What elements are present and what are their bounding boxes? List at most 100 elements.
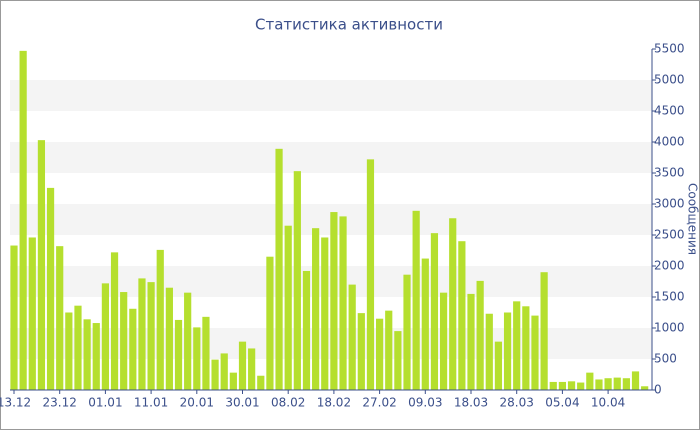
bar	[248, 348, 256, 390]
bar	[449, 218, 457, 390]
bar	[394, 331, 402, 390]
bar	[238, 341, 247, 390]
bar	[430, 233, 439, 390]
bar	[385, 310, 393, 390]
x-tick-label: 05.04	[545, 396, 579, 410]
bar	[595, 379, 603, 390]
bar	[220, 353, 228, 390]
bar	[184, 292, 192, 390]
y-tick-label: 1000	[654, 321, 685, 335]
bar	[567, 381, 576, 390]
grid-band	[10, 142, 652, 173]
x-tick-label: 23.12	[43, 396, 77, 410]
x-tick-label: 10.04	[591, 396, 625, 410]
bar	[439, 292, 448, 390]
bar	[83, 319, 91, 390]
bar	[120, 292, 128, 390]
bar	[46, 187, 55, 390]
bar	[92, 323, 100, 390]
bar	[513, 301, 521, 390]
chart-title: Статистика активности	[255, 16, 443, 34]
x-tick-label: 28.03	[500, 396, 534, 410]
x-tick-label: 20.01	[180, 396, 214, 410]
y-tick-label: 1500	[654, 290, 685, 304]
bar	[540, 272, 548, 390]
grid-band	[10, 80, 652, 111]
bar	[37, 140, 46, 390]
bar	[129, 308, 137, 390]
bar	[293, 171, 301, 390]
bar	[421, 258, 429, 390]
bar	[403, 274, 411, 390]
y-tick-label: 5500	[654, 42, 685, 56]
x-tick-label: 13.12	[0, 396, 31, 410]
bar	[330, 212, 338, 390]
bar	[266, 256, 274, 390]
bar	[503, 312, 512, 390]
bar	[476, 280, 484, 390]
bar	[613, 377, 621, 390]
bar	[10, 245, 18, 390]
bar	[165, 287, 173, 390]
bar	[302, 270, 311, 390]
bar	[348, 284, 356, 390]
bar	[631, 371, 640, 390]
bar	[229, 372, 237, 390]
bar	[257, 375, 265, 390]
bar	[101, 283, 109, 390]
y-tick-label: 2500	[654, 228, 685, 242]
bar	[321, 237, 329, 390]
y-tick-label: 0	[654, 383, 662, 397]
y-tick-label: 4500	[654, 104, 685, 118]
bar	[366, 159, 375, 390]
bar	[211, 359, 219, 390]
bar	[147, 282, 155, 390]
bar	[28, 237, 36, 390]
x-tick-label: 08.02	[271, 396, 305, 410]
y-tick-label: 4000	[654, 135, 685, 149]
bar	[174, 319, 183, 390]
x-tick-label: 27.02	[362, 396, 396, 410]
bar	[604, 378, 612, 390]
bar	[56, 246, 64, 390]
bar	[19, 50, 27, 391]
y-tick-label: 3500	[654, 166, 685, 180]
bar	[275, 148, 283, 390]
bar	[193, 327, 201, 390]
y-tick-label: 5000	[654, 73, 685, 87]
bar	[312, 228, 320, 390]
bar	[376, 318, 384, 390]
y-axis-title: Сообщения	[686, 183, 700, 255]
x-tick-label: 09.03	[408, 396, 442, 410]
bar	[622, 378, 630, 390]
bar	[586, 372, 594, 390]
bar	[74, 305, 82, 390]
x-tick-label: 30.01	[225, 396, 259, 410]
x-tick-label: 18.02	[317, 396, 351, 410]
bar	[357, 313, 365, 390]
bar	[531, 315, 539, 390]
bar	[458, 241, 466, 390]
bar	[522, 306, 530, 390]
x-tick-label: 01.01	[88, 396, 122, 410]
bar	[641, 386, 649, 390]
y-tick-label: 500	[654, 352, 677, 366]
y-tick-label: 2000	[654, 259, 685, 273]
bar	[202, 316, 210, 390]
bar	[577, 382, 585, 390]
bar	[65, 312, 73, 390]
bar	[558, 381, 566, 390]
bar	[412, 210, 420, 390]
bar	[138, 278, 146, 390]
x-tick-label: 11.01	[134, 396, 168, 410]
bar	[156, 249, 164, 390]
bar	[284, 225, 292, 390]
y-tick-label: 3000	[654, 197, 685, 211]
bar	[549, 381, 557, 390]
bar	[110, 252, 119, 390]
x-tick-label: 18.03	[454, 396, 488, 410]
bar	[339, 216, 347, 390]
bar	[494, 341, 503, 390]
bar	[485, 313, 493, 390]
